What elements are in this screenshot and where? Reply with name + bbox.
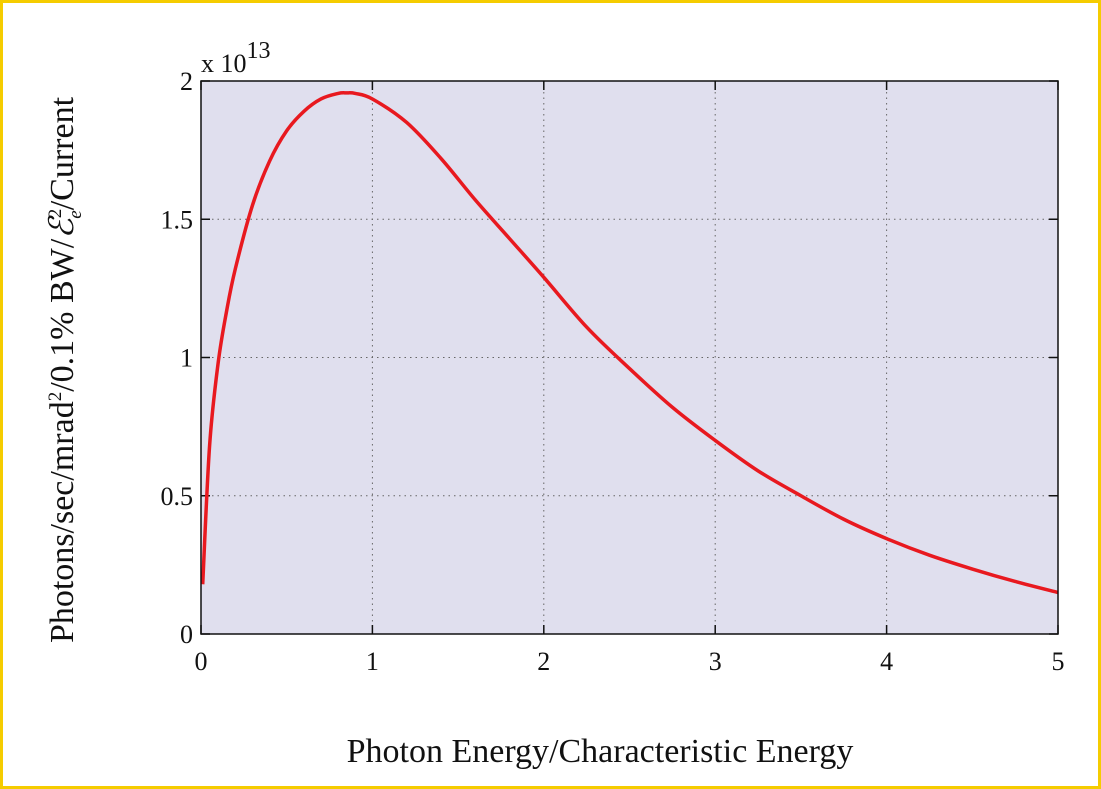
y-multiplier-base: x 10: [201, 49, 247, 78]
tick-labels: 0 1 2 3 4 5 0 0.5 1 1.5 2: [161, 67, 1065, 676]
y-tick-label: 1.5: [161, 205, 194, 234]
y-tick-label: 2: [180, 67, 193, 96]
y-label-symbol-sub: e: [65, 210, 86, 218]
plot-background: [201, 81, 1058, 634]
x-tick-label: 0: [195, 647, 208, 676]
y-label-middle: /0.1% BW/: [44, 238, 81, 392]
y-label-symbol-sup: 2: [45, 209, 66, 219]
y-axis-multiplier: x 1013: [201, 38, 271, 78]
y-label-symbol: ℰ: [44, 215, 81, 239]
x-tick-label: 4: [880, 647, 893, 676]
y-label-prefix-sup: 2: [45, 392, 66, 402]
x-tick-label: 1: [366, 647, 379, 676]
y-label-suffix: /Current: [44, 96, 81, 210]
y-multiplier-exponent: 13: [247, 38, 271, 64]
y-label-prefix: Photons/sec/mrad: [44, 401, 81, 643]
y-axis-label: Photons/sec/mrad2/0.1% BW/ℰ2e/Current: [44, 96, 86, 643]
plot-border: [200, 80, 1059, 635]
series-line: [200, 91, 1059, 595]
x-tick-label: 3: [709, 647, 722, 676]
x-tick-label: 5: [1052, 647, 1065, 676]
y-tick-label: 0.5: [161, 482, 194, 511]
grid-lines: [201, 81, 1058, 634]
x-axis-label: Photon Energy/Characteristic Energy: [347, 733, 854, 770]
y-tick-label: 1: [180, 344, 193, 373]
y-tick-label: 0: [180, 620, 193, 649]
x-tick-label: 2: [537, 647, 550, 676]
